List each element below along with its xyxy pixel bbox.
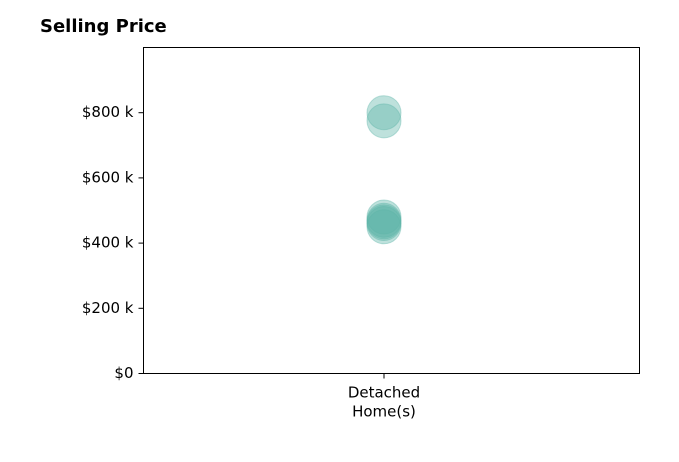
data-point: [366, 206, 402, 242]
data-point: [366, 209, 402, 245]
chart-title: Selling Price: [40, 16, 167, 37]
data-points: [366, 95, 402, 245]
y-axis: $0 $200 k $400 k $600 k $800 k: [82, 103, 144, 382]
plot-frame: [143, 47, 640, 374]
x-axis: Detached Home(s): [348, 373, 420, 420]
y-tick-label: $800 k: [82, 103, 134, 121]
data-point: [366, 103, 402, 139]
y-tick-label: $200 k: [82, 299, 134, 317]
x-tick-label: Detached Home(s): [348, 383, 420, 420]
data-point: [366, 202, 402, 238]
data-point: [366, 204, 402, 240]
y-tick-label: $400 k: [82, 234, 134, 252]
data-point: [366, 199, 402, 235]
y-tick-label: $600 k: [82, 168, 134, 186]
y-tick-label: $0: [114, 364, 133, 382]
data-point: [366, 95, 402, 131]
